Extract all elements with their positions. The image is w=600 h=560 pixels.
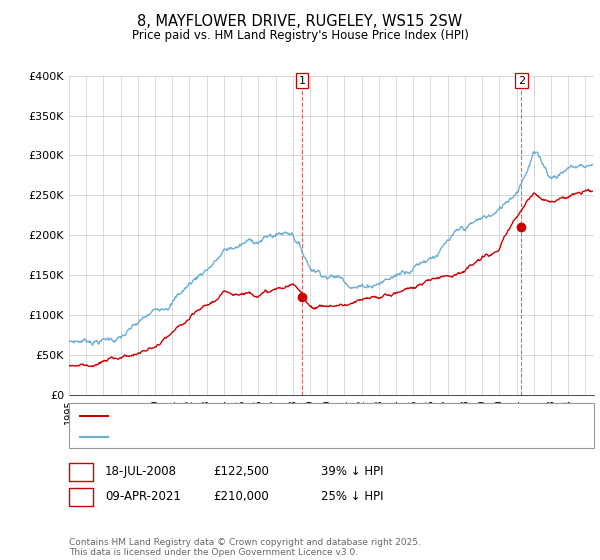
Text: 09-APR-2021: 09-APR-2021: [105, 490, 181, 503]
Text: 39% ↓ HPI: 39% ↓ HPI: [321, 465, 383, 478]
Text: £210,000: £210,000: [213, 490, 269, 503]
Text: 1: 1: [299, 76, 305, 86]
Text: 18-JUL-2008: 18-JUL-2008: [105, 465, 177, 478]
Text: 8, MAYFLOWER DRIVE, RUGELEY, WS15 2SW (detached house): 8, MAYFLOWER DRIVE, RUGELEY, WS15 2SW (d…: [112, 410, 438, 421]
Text: 2: 2: [77, 490, 85, 503]
Text: HPI: Average price, detached house, Cannock Chase: HPI: Average price, detached house, Cann…: [112, 432, 386, 442]
Text: 2: 2: [518, 76, 525, 86]
Text: Contains HM Land Registry data © Crown copyright and database right 2025.
This d: Contains HM Land Registry data © Crown c…: [69, 538, 421, 557]
Text: 8, MAYFLOWER DRIVE, RUGELEY, WS15 2SW: 8, MAYFLOWER DRIVE, RUGELEY, WS15 2SW: [137, 14, 463, 29]
Text: 1: 1: [77, 465, 85, 478]
Text: Price paid vs. HM Land Registry's House Price Index (HPI): Price paid vs. HM Land Registry's House …: [131, 29, 469, 42]
Text: 25% ↓ HPI: 25% ↓ HPI: [321, 490, 383, 503]
Text: £122,500: £122,500: [213, 465, 269, 478]
